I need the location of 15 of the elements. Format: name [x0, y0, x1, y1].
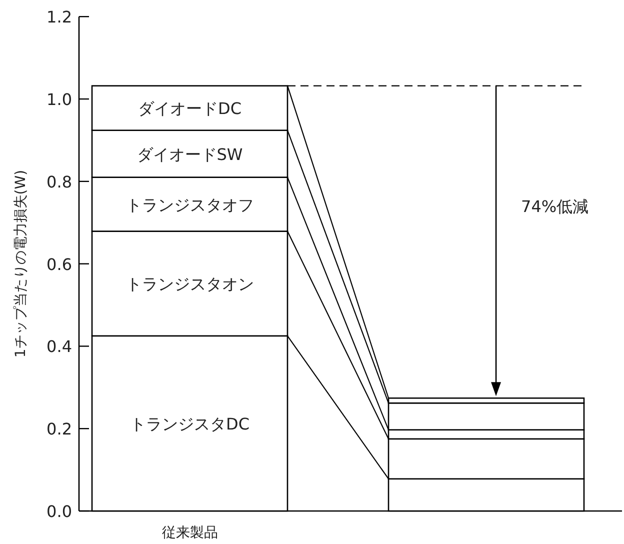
x-tick-label: 従来製品 — [162, 525, 218, 541]
series-label: トランジスタオフ — [126, 195, 254, 214]
y-tick-label: 0.2 — [46, 420, 72, 439]
series-label: ダイオードDC — [138, 99, 242, 118]
y-tick-label: 1.0 — [46, 90, 72, 109]
y-tick-label: 0.6 — [46, 254, 72, 274]
y-tick-label: 0.8 — [46, 172, 72, 192]
annotation: 74%低減 — [521, 196, 589, 216]
y-tick-label: 1.2 — [46, 8, 72, 27]
series-label: トランジスタDC — [130, 414, 250, 434]
y-axis-title: 1チップ当たりの電力損失(W) — [13, 170, 29, 358]
series-label: ダイオードSW — [136, 144, 243, 164]
series-label: トランジスタオン — [126, 274, 254, 294]
y-tick-label: 0.0 — [46, 502, 72, 521]
y-tick-label: 0.4 — [46, 337, 72, 356]
